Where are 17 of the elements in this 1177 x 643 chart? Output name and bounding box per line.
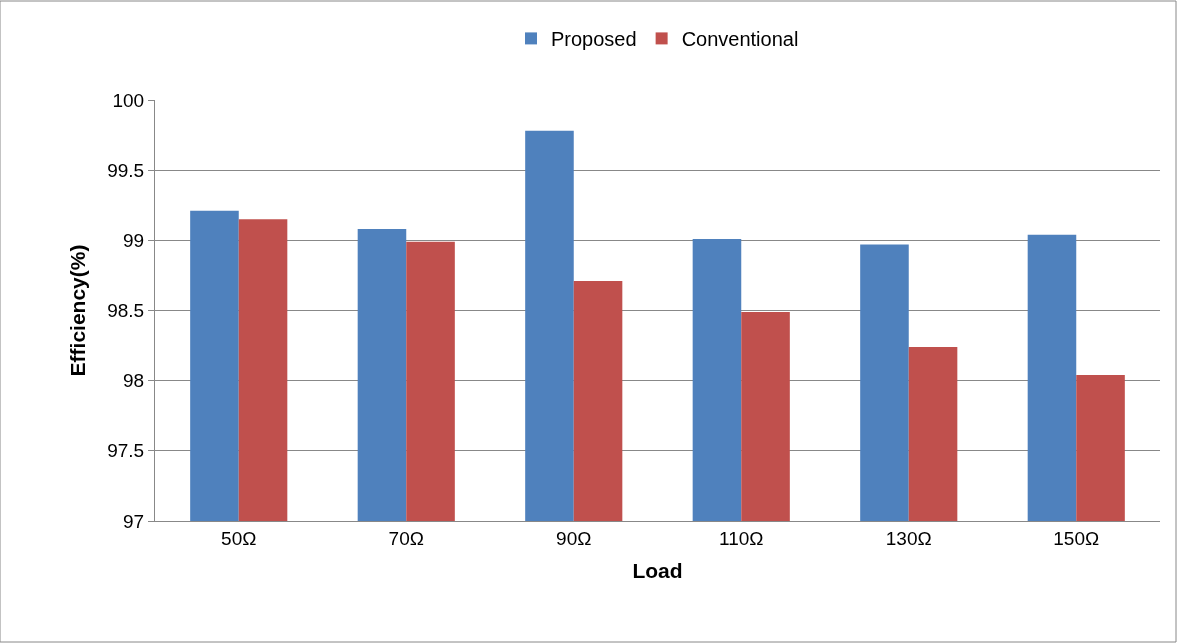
y-tick-label: 97	[123, 510, 145, 532]
x-tick-label: 150Ω	[1053, 527, 1100, 549]
y-tick-label: 99	[123, 229, 145, 251]
y-tick-label: 99.5	[107, 159, 145, 181]
x-tick-label: 70Ω	[388, 527, 424, 549]
y-tick-label: 98	[123, 370, 145, 392]
y-axis-title: Efficiency(%)	[66, 244, 90, 377]
x-tick-label: 50Ω	[221, 527, 257, 549]
y-tick-label: 100	[112, 89, 145, 111]
legend-label: Proposed	[551, 28, 637, 51]
x-tick-label: 90Ω	[556, 527, 592, 549]
x-axis-title: Load	[632, 559, 683, 582]
y-tick-label: 97.5	[107, 440, 145, 462]
x-tick-label: 130Ω	[885, 527, 932, 549]
y-tick-label: 98.5	[107, 300, 145, 322]
x-tick-label: 110Ω	[719, 527, 764, 549]
legend-label: Conventional	[681, 28, 799, 51]
